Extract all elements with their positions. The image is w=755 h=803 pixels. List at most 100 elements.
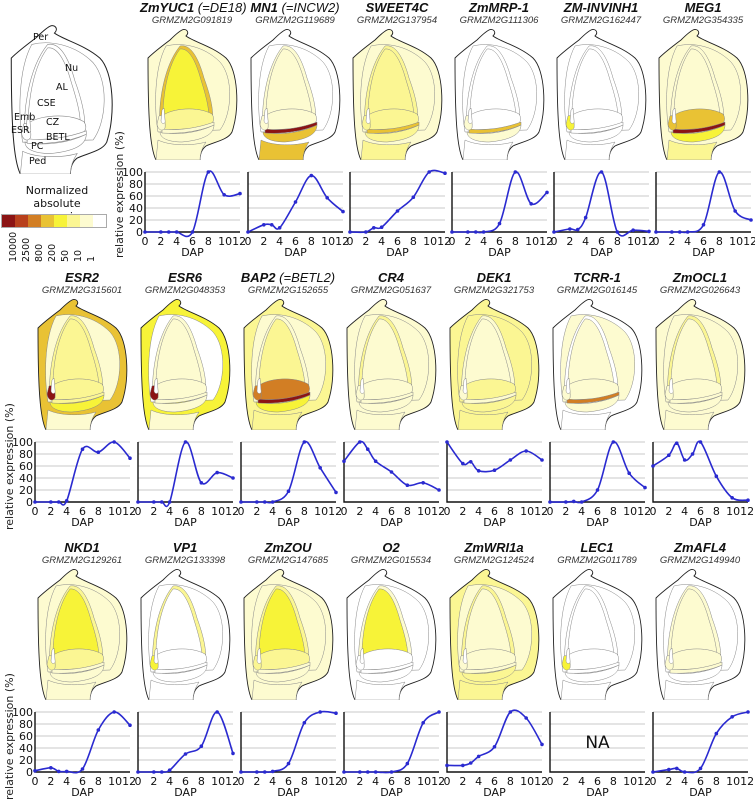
- region-emb: [50, 647, 56, 664]
- x-tick-label: 1012: [211, 505, 239, 518]
- kernel-expression-map: [346, 569, 437, 700]
- x-tick-label: 8: [410, 235, 417, 248]
- gene-panel: ZmOCL1 GRMZM2G026643 0 2 4 6 8 1012 DAP: [648, 270, 755, 532]
- gene-title: ESR2: [30, 270, 134, 285]
- legend-swatch: [15, 215, 28, 227]
- gene-title: ZmYUC1 (=DE18): [140, 0, 247, 15]
- data-point: [80, 447, 85, 451]
- x-tick-label: 1012: [417, 505, 445, 518]
- axes: [549, 712, 645, 773]
- x-tick-label: 0: [347, 235, 354, 248]
- data-point: [389, 470, 394, 474]
- data-point: [270, 500, 275, 504]
- gene-panel: ZmMRP-1 GRMZM2G111306 0 2 4 6 8 1012 DAP: [447, 0, 554, 262]
- gene-panel: TCRR-1 GRMZM2G016145 0 2 4 6 8 1012 DAP: [545, 270, 652, 532]
- x-axis-label: DAP: [590, 246, 613, 259]
- data-point: [421, 481, 425, 485]
- data-point: [136, 500, 140, 504]
- axes: [549, 442, 645, 503]
- gene-panel: ESR6 GRMZM2G048353 0 2 4 6 8 1012 DAP: [133, 270, 240, 532]
- data-point: [80, 767, 85, 771]
- kernel-expression-map: [556, 29, 647, 160]
- region-ped: [45, 409, 97, 430]
- gene-name: ZM-INVINH1: [563, 0, 639, 15]
- data-point: [466, 230, 470, 234]
- region-betl: [566, 661, 620, 674]
- gene-alias: (=INCW2): [277, 0, 340, 15]
- gene-name: CR4: [377, 270, 404, 285]
- x-tick-label: 6: [594, 775, 601, 788]
- x-tick-label: 1012: [627, 235, 655, 248]
- data-point: [611, 440, 616, 444]
- x-tick-label: 4: [378, 235, 385, 248]
- data-point: [56, 500, 61, 504]
- x-tick-label: 8: [198, 775, 205, 788]
- axes: [652, 712, 748, 773]
- kernel-expression-map: [37, 299, 128, 430]
- x-tick-label: 6: [189, 235, 196, 248]
- gene-name: BAP2: [240, 270, 276, 285]
- expression-series-line: [446, 441, 543, 473]
- data-point: [348, 230, 352, 234]
- x-tick-label: 4: [166, 775, 173, 788]
- x-tick-label: 2: [253, 505, 260, 518]
- data-point: [215, 710, 219, 714]
- x-tick-label: 0: [32, 775, 39, 788]
- x-tick-label: 1012: [520, 775, 548, 788]
- x-tick-label: 2: [150, 775, 157, 788]
- kernel-expression-map: [250, 29, 341, 160]
- label-cz: CZ: [46, 117, 60, 128]
- expression-line-chart: 0 2 4 6 8 1012 DAP: [238, 710, 342, 799]
- kernel-expression-map: [552, 569, 643, 700]
- y-tick-label: 20: [19, 754, 33, 767]
- data-point: [568, 227, 572, 231]
- x-tick-label: 8: [713, 505, 720, 518]
- legend-swatch: [93, 215, 106, 227]
- legend-level-label: 200: [47, 243, 58, 262]
- gene-name: ZmZOU: [264, 540, 312, 555]
- region-betl: [570, 121, 624, 134]
- label-nu: Nu: [65, 63, 79, 74]
- x-tick-label: 2: [459, 775, 466, 788]
- kernel-expression-map: [552, 299, 643, 430]
- region-betl: [463, 661, 517, 674]
- gene-panel: DEK1 GRMZM2G321753 0 2 4 6 8 1012 DAP: [442, 270, 549, 532]
- x-tick-label: 1012: [211, 775, 239, 788]
- label-cse: CSE: [37, 98, 56, 109]
- region-pc: [466, 124, 522, 143]
- data-point: [670, 230, 674, 234]
- data-point: [302, 440, 307, 444]
- data-point: [682, 770, 687, 774]
- x-tick-label: 2: [668, 235, 675, 248]
- region-ped: [457, 679, 509, 700]
- x-tick-label: 0: [547, 775, 554, 788]
- region-emb: [153, 647, 159, 664]
- x-tick-label: 0: [444, 775, 451, 788]
- gene-panel: CR4 GRMZM2G051637 0 2 4 6 8 1012 DAP: [339, 270, 446, 532]
- region-pc: [667, 664, 723, 683]
- data-point: [595, 488, 600, 492]
- axes: [446, 442, 542, 503]
- region-ped: [457, 409, 509, 430]
- region-emb: [565, 377, 571, 394]
- data-point: [277, 226, 282, 230]
- x-tick-label: 0: [547, 505, 554, 518]
- data-point: [325, 196, 329, 200]
- data-point: [583, 215, 588, 220]
- data-point: [746, 710, 750, 714]
- kernel-expression-map: [140, 569, 231, 700]
- data-point: [513, 170, 518, 174]
- x-tick-label: 4: [63, 775, 70, 788]
- gene-panel: NKD1 GRMZM2G129261 0 20 40 60 80 100 0 2 4 6 8 1012 DA…: [12, 540, 136, 802]
- legend-level-label: 10: [73, 249, 84, 262]
- x-tick-label: 6: [496, 235, 503, 248]
- region-betl: [161, 121, 215, 134]
- data-point: [152, 770, 156, 774]
- gene-panel: SWEET4C GRMZM2G137954 0 2 4 6 8 1012 DAP: [345, 0, 452, 262]
- region-betl: [360, 391, 414, 404]
- data-point: [341, 209, 345, 214]
- x-tick-label: 1012: [108, 505, 136, 518]
- x-axis-label: DAP: [689, 516, 712, 529]
- expression-line-chart: 0 2 4 6 8 1012 DAP: [341, 710, 445, 799]
- y-tick-label: 40: [19, 472, 33, 485]
